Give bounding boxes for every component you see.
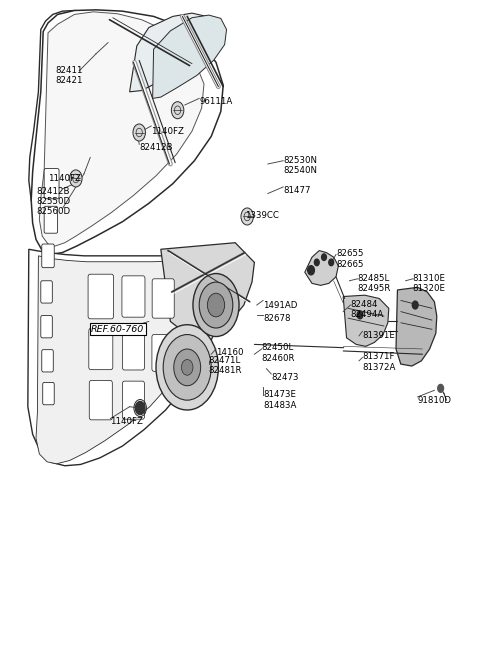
Circle shape: [174, 349, 201, 386]
Circle shape: [171, 102, 184, 119]
Text: 82471L
82481R: 82471L 82481R: [209, 356, 242, 375]
Circle shape: [438, 384, 444, 392]
Text: 96111A: 96111A: [199, 97, 232, 106]
Text: 82655
82665: 82655 82665: [336, 249, 363, 269]
FancyBboxPatch shape: [122, 381, 144, 419]
Text: 81391E: 81391E: [362, 331, 395, 340]
Text: 82550D
82560D: 82550D 82560D: [36, 197, 70, 216]
Text: 14160: 14160: [216, 348, 243, 358]
FancyBboxPatch shape: [44, 169, 59, 199]
Circle shape: [329, 259, 334, 266]
Circle shape: [322, 254, 326, 260]
Circle shape: [156, 325, 218, 410]
Circle shape: [181, 359, 193, 375]
Text: 91810D: 91810D: [418, 396, 452, 405]
Text: 1339CC: 1339CC: [245, 211, 279, 220]
Circle shape: [133, 124, 145, 141]
Text: 82412B: 82412B: [36, 187, 70, 196]
Circle shape: [163, 335, 211, 400]
Circle shape: [207, 293, 225, 317]
FancyBboxPatch shape: [89, 380, 112, 420]
Polygon shape: [39, 12, 204, 246]
FancyBboxPatch shape: [43, 382, 54, 405]
Circle shape: [241, 208, 253, 225]
Text: 81473E
81483A: 81473E 81483A: [263, 390, 297, 410]
FancyBboxPatch shape: [41, 316, 52, 338]
Polygon shape: [396, 287, 437, 366]
Text: 81310E
81320E: 81310E 81320E: [413, 274, 446, 293]
FancyBboxPatch shape: [42, 350, 53, 372]
Text: 82530N
82540N: 82530N 82540N: [283, 155, 317, 175]
Circle shape: [357, 311, 363, 319]
Polygon shape: [343, 295, 389, 346]
Polygon shape: [31, 10, 223, 255]
Text: 81371F
81372A: 81371F 81372A: [362, 352, 396, 372]
Text: 82485L
82495R: 82485L 82495R: [358, 274, 391, 293]
Text: 82411
82421: 82411 82421: [55, 66, 83, 85]
Text: 1140FZ: 1140FZ: [48, 174, 81, 183]
FancyBboxPatch shape: [88, 274, 113, 319]
FancyBboxPatch shape: [44, 206, 58, 233]
FancyBboxPatch shape: [89, 328, 113, 370]
Text: 82678: 82678: [263, 314, 290, 323]
Polygon shape: [29, 10, 190, 226]
Polygon shape: [36, 251, 210, 464]
Circle shape: [314, 259, 319, 266]
Circle shape: [308, 266, 314, 275]
FancyBboxPatch shape: [41, 281, 52, 303]
Text: REF.60-760: REF.60-760: [91, 325, 144, 334]
Polygon shape: [28, 249, 221, 466]
Polygon shape: [161, 243, 254, 336]
FancyBboxPatch shape: [42, 244, 54, 268]
FancyBboxPatch shape: [152, 335, 173, 371]
Text: 82450L
82460R: 82450L 82460R: [262, 343, 295, 363]
Circle shape: [70, 170, 82, 187]
Polygon shape: [153, 15, 227, 98]
Circle shape: [412, 301, 418, 309]
Polygon shape: [305, 251, 338, 285]
Polygon shape: [130, 13, 214, 92]
Circle shape: [135, 401, 145, 415]
Text: 1140FZ: 1140FZ: [110, 417, 143, 426]
FancyBboxPatch shape: [152, 279, 174, 318]
Text: 81477: 81477: [283, 186, 311, 195]
FancyBboxPatch shape: [122, 276, 145, 317]
FancyBboxPatch shape: [122, 332, 144, 370]
Circle shape: [193, 274, 239, 337]
Text: 82412B: 82412B: [139, 143, 173, 152]
Text: 82473: 82473: [271, 373, 299, 382]
Text: 1140FZ: 1140FZ: [151, 127, 184, 136]
Circle shape: [199, 282, 233, 328]
Text: 1491AD: 1491AD: [263, 300, 298, 310]
Text: 82484
82494A: 82484 82494A: [350, 300, 384, 319]
